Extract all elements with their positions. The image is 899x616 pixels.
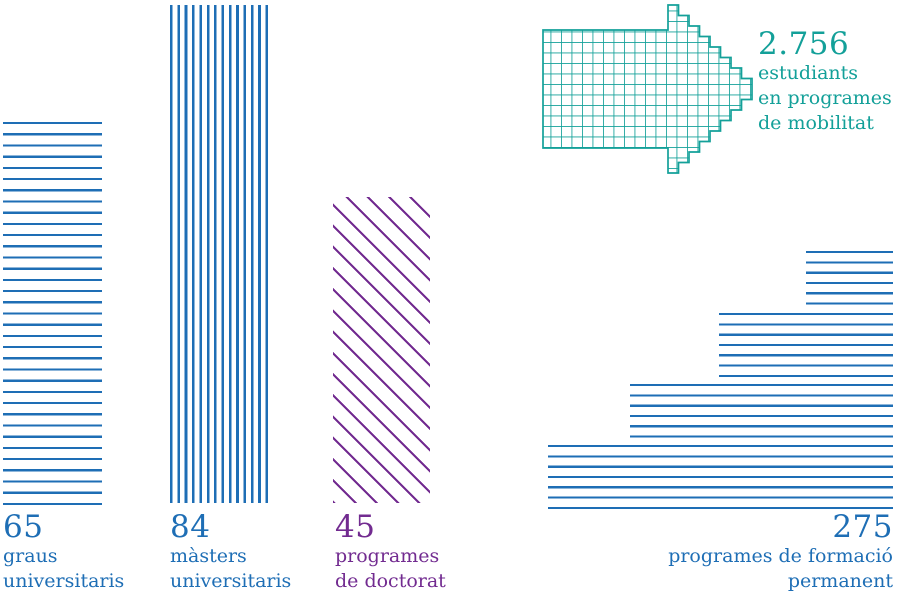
steps-pictogram-step-1 bbox=[806, 251, 893, 305]
value-doctorat: 45 bbox=[335, 509, 376, 545]
caption-programes-doctorat: 45 programes de doctorat bbox=[335, 510, 446, 594]
label-formacio-line-2: permanent bbox=[787, 570, 893, 592]
value-mobilitat: 2.756 bbox=[758, 26, 850, 62]
label-mobilitat-line-2: en programes bbox=[758, 87, 892, 109]
label-graus-line-1: graus bbox=[3, 545, 58, 567]
caption-masters-universitaris: 84 màsters universitaris bbox=[170, 510, 291, 594]
value-formacio: 275 bbox=[832, 509, 893, 545]
caption-graus-universitaris: 65 graus universitaris bbox=[3, 510, 124, 594]
value-masters: 84 bbox=[170, 509, 211, 545]
value-graus: 65 bbox=[3, 509, 44, 545]
bar-programes-doctorat bbox=[333, 197, 430, 503]
label-masters-line-2: universitaris bbox=[170, 570, 292, 592]
label-graus-line-2: universitaris bbox=[3, 570, 125, 592]
steps-pictogram-step-3 bbox=[630, 384, 893, 438]
label-mobilitat-line-1: estudiants bbox=[758, 62, 859, 84]
bar-graus-universitaris bbox=[3, 122, 102, 505]
label-doctorat-line-2: de doctorat bbox=[335, 570, 446, 592]
label-mobilitat-line-3: de mobilitat bbox=[758, 112, 874, 134]
steps-pictogram-step-2 bbox=[719, 313, 893, 377]
label-doctorat-line-1: programes bbox=[335, 545, 440, 567]
mobility-arrow-icon bbox=[542, 4, 753, 174]
bar-masters-universitaris bbox=[170, 5, 268, 503]
caption-formacio-permanent: 275 programes de formació permanent bbox=[668, 510, 893, 594]
label-masters-line-1: màsters bbox=[170, 545, 247, 567]
caption-estudiants-mobilitat: 2.756 estudiants en programes de mobilit… bbox=[758, 27, 892, 136]
label-formacio-line-1: programes de formació bbox=[668, 545, 893, 567]
steps-pictogram-step-4 bbox=[548, 445, 893, 509]
arrow-shape bbox=[542, 4, 753, 174]
